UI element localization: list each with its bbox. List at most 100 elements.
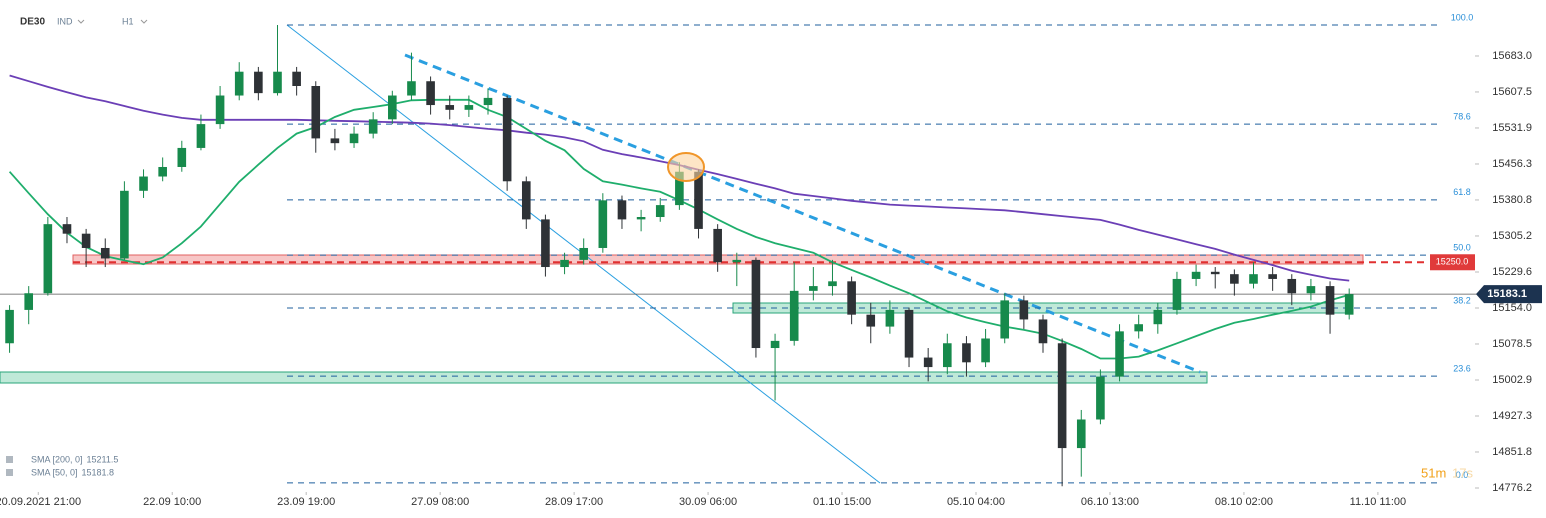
x-tick-label: 05.10 04:00 (947, 496, 1005, 508)
candle-body (407, 81, 416, 96)
candle-body (1306, 286, 1316, 294)
candle-body (426, 81, 435, 106)
candle-body (751, 259, 761, 349)
candle-body (196, 124, 206, 148)
candle-body (904, 309, 914, 358)
y-tick-label: 15229.6 (1492, 266, 1532, 278)
candle-body (43, 224, 53, 294)
y-tick-label: 15456.3 (1492, 158, 1532, 170)
candle-body (120, 190, 129, 259)
candle-body (330, 138, 340, 144)
last-price-label: 15183.1 (1487, 288, 1527, 300)
drawings (0, 24, 1364, 484)
candle-body (598, 200, 608, 248)
legend-name[interactable]: SMA [50, 0] (31, 467, 78, 477)
legend-value: 15181.8 (82, 467, 115, 477)
candle-body (981, 338, 990, 363)
candle-body (1172, 278, 1182, 310)
fib-label: 61.8 (1453, 187, 1471, 197)
candle-body (1325, 286, 1335, 315)
candle-body (1000, 300, 1010, 339)
candle-body (1268, 274, 1277, 279)
candle-body (655, 205, 665, 218)
x-tick-label: 06.10 13:00 (1081, 496, 1139, 508)
alert-label: 15250.0 (1436, 257, 1469, 267)
legend-value: 15211.5 (87, 454, 119, 464)
legend-name[interactable]: SMA [200, 0] (31, 454, 83, 464)
candle-body (1134, 324, 1143, 332)
y-tick-label: 15531.9 (1492, 122, 1532, 134)
y-tick-label: 15154.0 (1492, 302, 1532, 314)
candle-body (273, 71, 282, 94)
candle-body (1096, 376, 1105, 420)
axis: 15683.0 15607.5 15531.9 15456.3 15380.8 15305… (0, 50, 1542, 508)
dropdown-icon[interactable] (77, 19, 85, 24)
candle-body (636, 217, 646, 220)
candle-body (483, 97, 493, 106)
fib-label: 100.0 (1451, 12, 1474, 22)
x-tick-label: 22.09 10:00 (143, 496, 201, 508)
fib-label: 50.0 (1453, 242, 1471, 252)
countdown-seconds: 17s (1452, 465, 1473, 480)
dropdown-icon[interactable] (140, 19, 148, 24)
candle-body (254, 71, 263, 94)
y-tick-label: 15078.5 (1492, 338, 1532, 350)
candle-body (502, 97, 512, 182)
legend-icon (6, 456, 13, 463)
y-tick-label: 15607.5 (1492, 86, 1532, 98)
candle-body (541, 219, 550, 268)
candle-body (1057, 343, 1067, 449)
candle-body (770, 340, 780, 349)
candle-body (675, 171, 684, 206)
candle-body (713, 228, 722, 263)
candle-body (560, 259, 569, 268)
candle-body (732, 259, 742, 263)
candle-body (368, 119, 378, 134)
candle-body (5, 309, 14, 344)
candle-body (158, 166, 167, 177)
candle-body (866, 314, 876, 327)
sma-line (8, 98, 1350, 360)
symbol[interactable]: DE30 (20, 17, 45, 28)
interval[interactable]: H1 (122, 16, 134, 26)
fib-label: 0.0 (1456, 470, 1469, 480)
plot (5, 25, 1354, 487)
candle-body (789, 290, 799, 341)
y-tick-label: 15002.9 (1492, 374, 1532, 386)
fib-label: 23.6 (1453, 364, 1471, 374)
candle-body (1210, 271, 1220, 275)
candle-body (292, 71, 301, 86)
candle-body (311, 85, 321, 139)
candle-body (923, 357, 933, 368)
countdown-minutes: 51m (1421, 465, 1446, 480)
candle-body (24, 293, 34, 310)
candle-body (942, 343, 952, 368)
x-tick-label: 01.10 15:00 (813, 496, 871, 508)
candle-body (809, 286, 818, 291)
candle-body (1249, 274, 1258, 284)
candle-body (1115, 331, 1124, 377)
candle-body (579, 247, 588, 260)
candle-body (1191, 271, 1201, 279)
candle-body (1230, 274, 1239, 284)
candle-body (464, 105, 474, 110)
candle-body (1019, 300, 1029, 320)
candle-body (521, 181, 531, 220)
fib-label: 78.6 (1453, 111, 1471, 121)
candle-body (1153, 309, 1163, 325)
candle-body (81, 233, 91, 248)
highlight (667, 152, 705, 182)
legend-icon (6, 469, 13, 476)
candle-body (962, 343, 971, 363)
candle-body (445, 105, 455, 110)
y-tick-label: 14776.2 (1492, 482, 1532, 494)
y-tick-label: 14927.3 (1492, 410, 1532, 422)
candle-body (349, 133, 359, 144)
candle-body (388, 95, 397, 120)
candle-body (1344, 294, 1354, 315)
alert-label-box (1430, 254, 1475, 271)
candle-body (177, 147, 187, 167)
fibonacci: 100.0 78.6 61.8 50.0 38.2 23.6 0.0 (0, 12, 1478, 484)
fib-label: 38.2 (1453, 295, 1471, 305)
